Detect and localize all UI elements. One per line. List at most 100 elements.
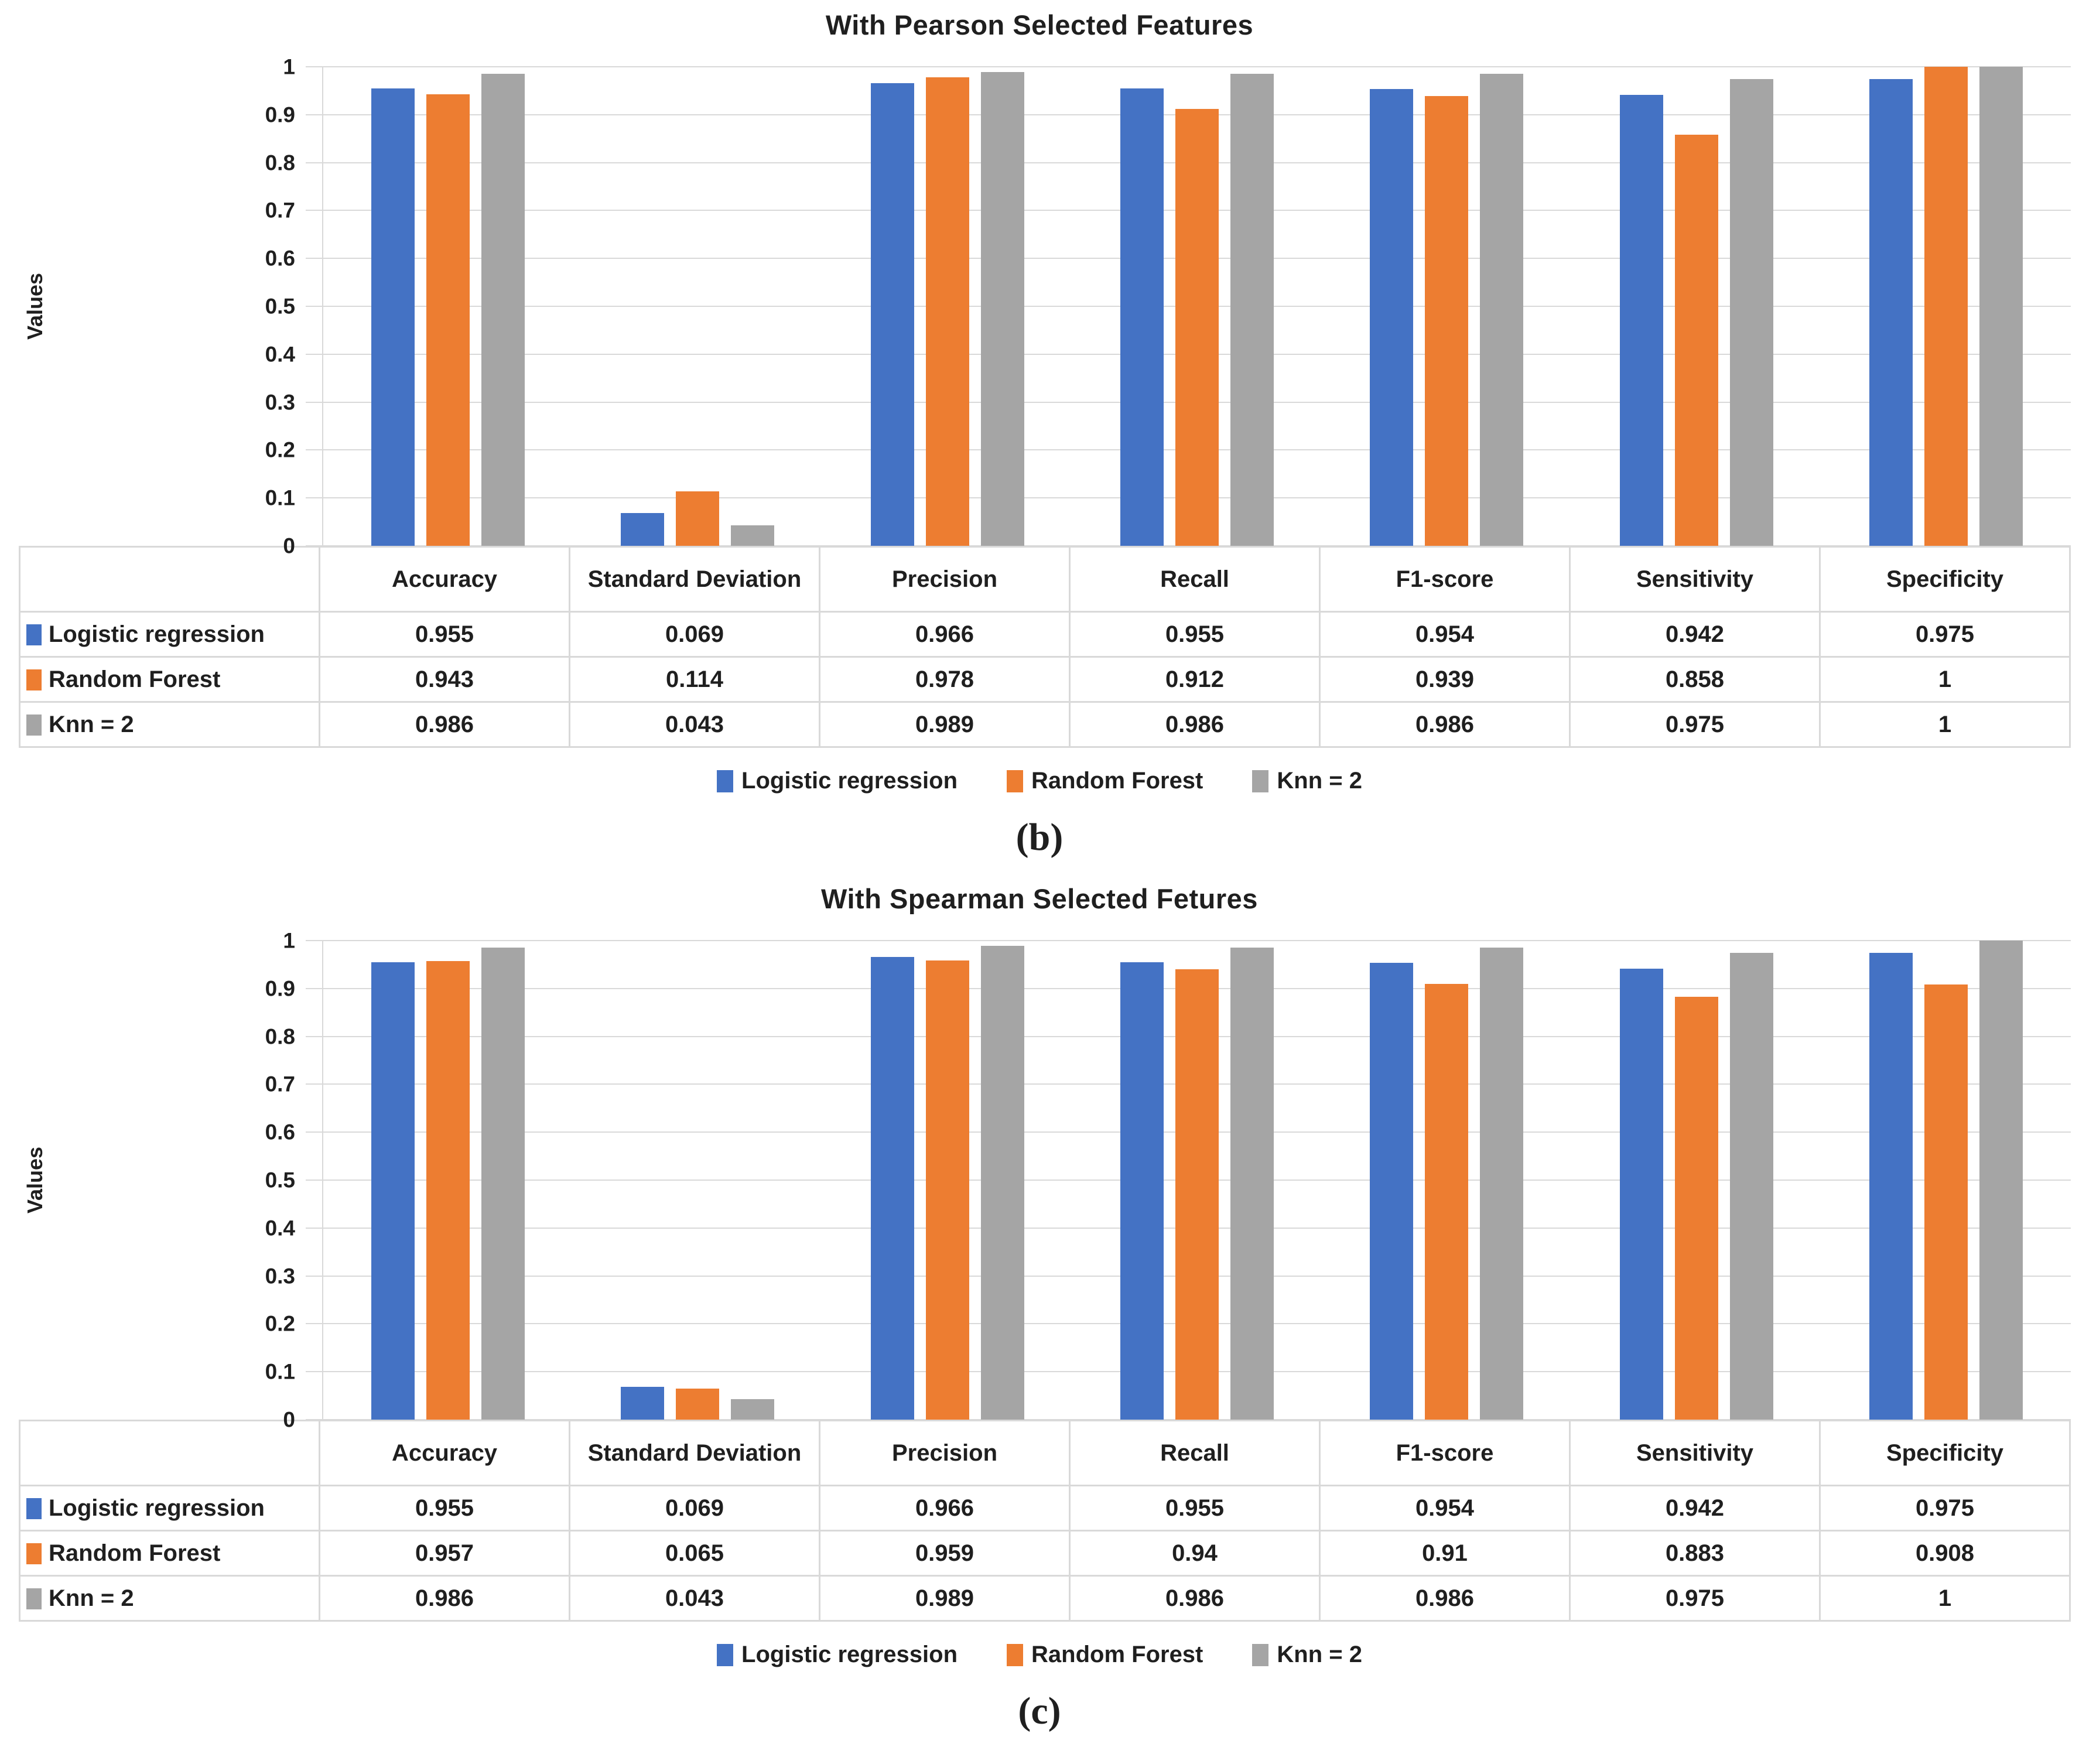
bar-knn-2-specificity xyxy=(1979,67,2023,546)
value-cell-knn-2-specificity: 1 xyxy=(1819,701,2071,748)
column-header-specificity: Specificity xyxy=(1819,1420,2071,1487)
bar-group-specificity xyxy=(1821,941,2071,1420)
legend-label: Random Forest xyxy=(1031,768,1203,794)
bar-logistic-regression-precision xyxy=(870,956,914,1420)
y-axis: 0 0.1 0.2 0.3 0.4 0.5 0.6 0.7 0.8 0.9 1 xyxy=(70,930,322,1431)
value-cell-random-forest-precision: 0.959 xyxy=(819,1530,1071,1577)
value-cell-knn-2-standard-deviation: 0.043 xyxy=(569,701,820,748)
column-header-standard-deviation: Standard Deviation xyxy=(569,546,820,613)
table-row-random-forest: Random Forest 0.957 0.065 0.959 0.94 0.91 0.88… xyxy=(19,1530,2071,1577)
bar-logistic-regression-f1-score xyxy=(1370,88,1414,546)
series-name-cell: Logistic regression xyxy=(19,611,320,658)
y-tick-label: 0.7 xyxy=(265,198,295,223)
series-name-cell: Random Forest xyxy=(19,656,320,703)
y-tick-label: 0 xyxy=(283,1407,295,1432)
legend-label: Knn = 2 xyxy=(1277,1642,1362,1668)
bar-random-forest-accuracy xyxy=(426,94,470,546)
legend-swatch xyxy=(1007,770,1024,792)
value-cell-logistic-regression-specificity: 0.975 xyxy=(1819,611,2071,658)
bar-logistic-regression-precision xyxy=(870,83,914,546)
value-cell-random-forest-precision: 0.978 xyxy=(819,656,1071,703)
y-axis-label: Values xyxy=(23,1147,47,1214)
bar-random-forest-sensitivity xyxy=(1674,996,1718,1420)
bar-knn-2-sensitivity xyxy=(1729,78,1773,546)
table-header: Accuracy Standard Deviation Precision Recal… xyxy=(19,1420,2071,1487)
series-name-cell: Logistic regression xyxy=(19,1485,320,1532)
column-header-specificity: Specificity xyxy=(1819,546,2071,613)
bar-group-f1-score xyxy=(1322,941,1571,1420)
value-cell-knn-2-precision: 0.989 xyxy=(819,701,1071,748)
y-axis-label-gutter: Values xyxy=(0,67,70,546)
bar-random-forest-f1-score xyxy=(1425,95,1469,546)
value-cell-logistic-regression-accuracy: 0.955 xyxy=(319,611,570,658)
bar-group-standard-deviation xyxy=(573,67,822,546)
bar-logistic-regression-sensitivity xyxy=(1619,968,1663,1420)
bar-logistic-regression-sensitivity xyxy=(1619,94,1663,546)
y-tick-label: 0.5 xyxy=(265,294,295,319)
chart-area: Values 0 0.1 0.2 0.3 0.4 0.5 0.6 0.7 0.8 0.9 1 xyxy=(0,56,2079,557)
chart-title: With Spearman Selected Fetures xyxy=(821,883,1258,915)
bar-group-accuracy xyxy=(323,67,573,546)
value-cell-knn-2-sensitivity: 0.975 xyxy=(1569,701,1821,748)
legend: Logistic regression Random Forest Knn = 2 xyxy=(0,1642,2079,1668)
table-body: Logistic regression 0.955 0.069 0.966 0.955 0… xyxy=(19,611,2071,748)
chart-title: With Pearson Selected Features xyxy=(825,9,1254,40)
bar-group-recall xyxy=(1072,941,1322,1420)
value-cell-knn-2-specificity: 1 xyxy=(1819,1575,2071,1622)
legend-item-logistic-regression: Logistic regression xyxy=(717,1642,958,1668)
value-cell-random-forest-f1-score: 0.939 xyxy=(1319,656,1571,703)
bar-random-forest-sensitivity xyxy=(1674,135,1718,546)
table-row-knn-2: Knn = 2 0.986 0.043 0.989 0.986 0.986 0.975 1 xyxy=(19,701,2071,748)
legend-swatch xyxy=(717,770,734,792)
value-cell-logistic-regression-standard-deviation: 0.069 xyxy=(569,1485,820,1532)
column-header-accuracy: Accuracy xyxy=(319,546,570,613)
figure-label: (b) xyxy=(1015,816,1064,859)
bar-random-forest-standard-deviation xyxy=(676,1388,720,1420)
value-cell-random-forest-specificity: 1 xyxy=(1819,656,2071,703)
figure-label: (c) xyxy=(1018,1690,1061,1733)
y-axis-label-gutter: Values xyxy=(0,941,70,1420)
series-name: Knn = 2 xyxy=(49,711,134,737)
bar-random-forest-precision xyxy=(925,77,969,546)
series-name: Random Forest xyxy=(49,666,221,692)
bar-logistic-regression-standard-deviation xyxy=(621,1386,665,1420)
value-cell-logistic-regression-f1-score: 0.954 xyxy=(1319,611,1571,658)
gridline xyxy=(306,940,2071,942)
series-color-swatch xyxy=(26,669,42,690)
series-color-swatch xyxy=(26,1588,42,1609)
column-header-accuracy: Accuracy xyxy=(319,1420,570,1487)
bar-knn-2-f1-score xyxy=(1480,947,1524,1420)
column-header-f1-score: F1-score xyxy=(1319,546,1571,613)
series-name-cell: Knn = 2 xyxy=(19,701,320,748)
bar-knn-2-accuracy xyxy=(481,947,525,1420)
value-cell-random-forest-f1-score: 0.91 xyxy=(1319,1530,1571,1577)
legend-swatch xyxy=(1252,1643,1269,1666)
bar-random-forest-specificity xyxy=(1924,984,1968,1420)
column-header-precision: Precision xyxy=(819,546,1071,613)
legend-swatch xyxy=(717,1643,734,1666)
y-axis: 0 0.1 0.2 0.3 0.4 0.5 0.6 0.7 0.8 0.9 1 xyxy=(70,56,322,557)
bar-random-forest-standard-deviation xyxy=(676,491,720,546)
value-cell-logistic-regression-precision: 0.966 xyxy=(819,1485,1071,1532)
y-tick-label: 0.4 xyxy=(265,1216,295,1240)
legend-swatch xyxy=(1252,770,1269,792)
bar-knn-2-accuracy xyxy=(481,73,525,546)
value-cell-logistic-regression-recall: 0.955 xyxy=(1069,611,1321,658)
bar-groups xyxy=(323,67,2071,546)
y-tick-label: 0.7 xyxy=(265,1072,295,1096)
series-name: Logistic regression xyxy=(49,621,265,647)
gridline xyxy=(306,545,2071,547)
y-tick-label: 0.9 xyxy=(265,976,295,1001)
bar-random-forest-specificity xyxy=(1924,67,1968,546)
y-tick-label: 0.5 xyxy=(265,1168,295,1192)
bar-group-recall xyxy=(1072,67,1322,546)
value-cell-random-forest-recall: 0.94 xyxy=(1069,1530,1321,1577)
bar-logistic-regression-specificity xyxy=(1869,952,1913,1420)
plot-area xyxy=(306,66,2071,547)
bar-knn-2-precision xyxy=(980,946,1024,1420)
table-row-knn-2: Knn = 2 0.986 0.043 0.989 0.986 0.986 0.975 1 xyxy=(19,1575,2071,1622)
y-tick-label: 1 xyxy=(283,54,295,79)
bar-logistic-regression-specificity xyxy=(1869,78,1913,546)
column-header-sensitivity: Sensitivity xyxy=(1569,546,1821,613)
